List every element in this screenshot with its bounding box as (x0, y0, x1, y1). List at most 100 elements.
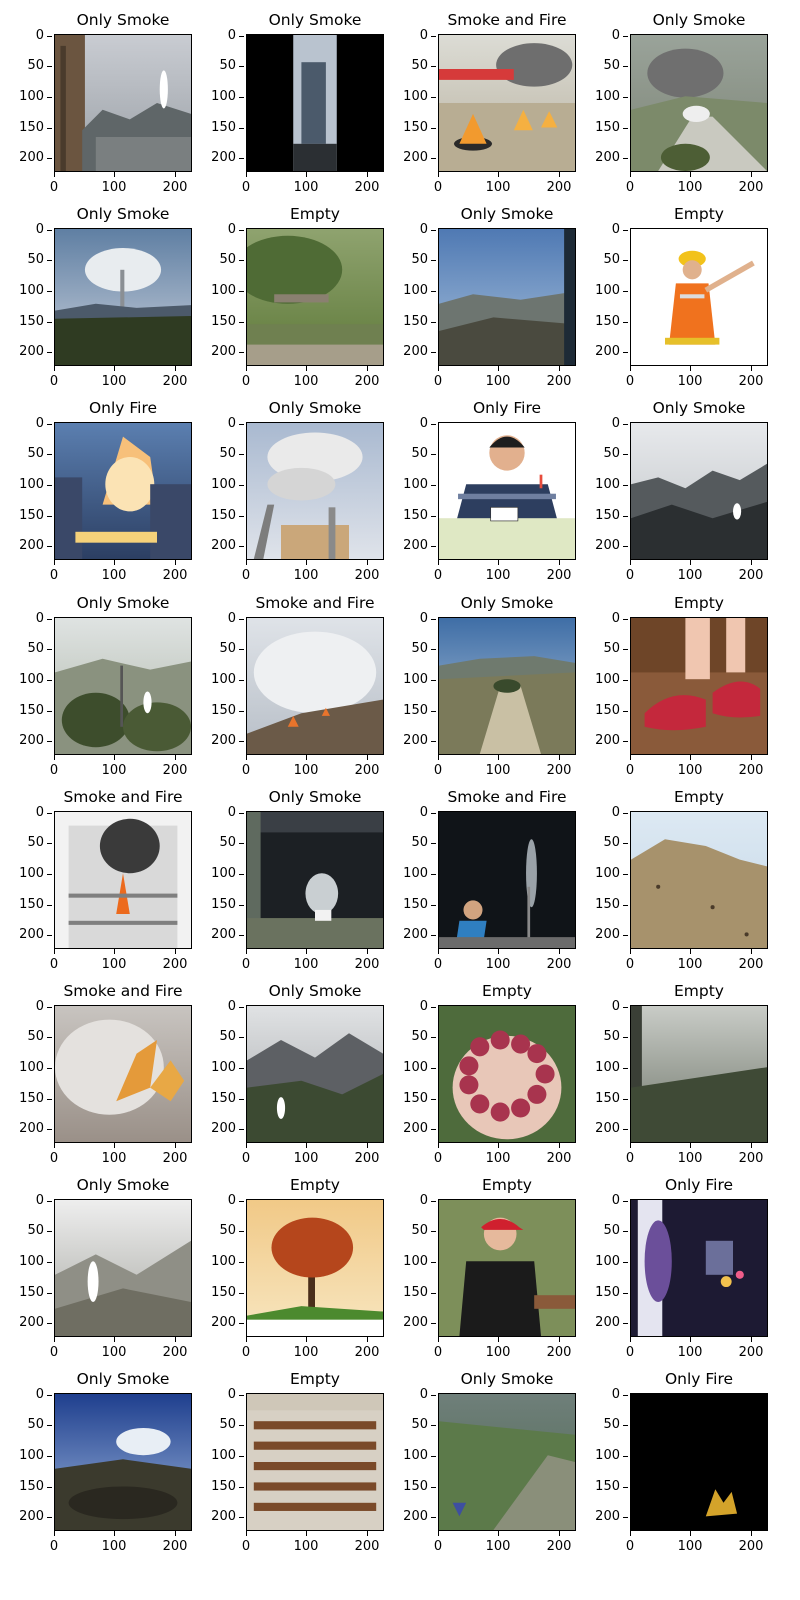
y-tick-label: 100 (0, 673, 52, 687)
y-tick-label: 150 (0, 898, 52, 912)
y-tick-label: 200 (384, 734, 436, 748)
y-tick-label: 200 (0, 1316, 52, 1330)
x-tick-label: 100 (670, 755, 710, 778)
y-tick-label: 0 (576, 29, 628, 43)
grid-panel: Only Smoke 0 50 100 150 200 0 100 200 (576, 0, 771, 195)
x-tick-label: 0 (34, 366, 74, 389)
x-tick-label: 100 (94, 1143, 134, 1166)
x-tick-label: 100 (94, 560, 134, 583)
x-tick-label: 100 (286, 172, 326, 195)
y-tick-label: 0 (0, 1194, 52, 1208)
y-tick-label: 0 (192, 806, 244, 820)
y-tick-label: 0 (384, 1000, 436, 1014)
y-tick-label: 50 (384, 836, 436, 850)
y-tick-label: 200 (576, 539, 628, 553)
y-tick-label: 100 (384, 90, 436, 104)
y-tick-label: 150 (384, 704, 436, 718)
panel-title: Empty (290, 1176, 340, 1194)
x-tick-label: 100 (94, 172, 134, 195)
y-tick-label: 50 (576, 447, 628, 461)
x-tick-label: 0 (226, 560, 266, 583)
x-tick-label: 100 (286, 949, 326, 972)
x-tick-label: 0 (610, 560, 650, 583)
y-tick-label: 50 (192, 1224, 244, 1238)
y-tick-label: 150 (0, 1092, 52, 1106)
y-tick-label: 150 (576, 509, 628, 523)
thumbnail-image (246, 1393, 384, 1531)
y-tick-label: 200 (0, 734, 52, 748)
y-tick-label: 0 (576, 417, 628, 431)
y-tick-label: 200 (576, 1122, 628, 1136)
x-tick-label: 0 (418, 1337, 458, 1360)
y-tick-label: 150 (384, 1480, 436, 1494)
x-tick-label: 200 (731, 755, 771, 778)
y-tick-label: 50 (192, 59, 244, 73)
panel-title: Only Smoke (652, 11, 746, 29)
x-tick-label: 100 (478, 560, 518, 583)
thumbnail-image (54, 228, 192, 366)
y-tick-label: 50 (576, 253, 628, 267)
x-tick-label: 100 (478, 366, 518, 389)
y-tick-label: 0 (384, 417, 436, 431)
thumbnail-image (438, 228, 576, 366)
panel-title: Only Smoke (460, 205, 554, 223)
y-tick-label: 0 (384, 223, 436, 237)
x-tick-label: 200 (155, 755, 195, 778)
grid-panel: Smoke and Fire 0 50 100 150 200 0 100 200 (384, 0, 576, 195)
y-tick-label: 200 (192, 1510, 244, 1524)
x-tick-label: 200 (347, 1337, 387, 1360)
panel-title: Only Smoke (76, 594, 170, 612)
grid-panel: Smoke and Fire 0 50 100 150 200 0 100 200 (0, 777, 195, 972)
panel-title: Only Fire (664, 1176, 734, 1194)
y-tick-label: 50 (384, 1224, 436, 1238)
grid-panel: Only Smoke 0 50 100 150 200 0 100 200 (0, 1359, 192, 1554)
x-tick-label: 0 (34, 1143, 74, 1166)
y-tick-label: 100 (576, 867, 628, 881)
grid-panel: Smoke and Fire 0 50 100 150 200 0 100 200 (0, 971, 192, 1166)
x-tick-label: 200 (731, 172, 771, 195)
x-tick-label: 0 (418, 949, 458, 972)
y-tick-label: 0 (576, 223, 628, 237)
y-tick-label: 50 (0, 447, 52, 461)
x-tick-label: 200 (155, 366, 195, 389)
y-tick-label: 200 (384, 539, 436, 553)
thumbnail-image (246, 34, 384, 172)
panel-title: Empty (674, 788, 724, 806)
panel-title: Only Smoke (268, 788, 362, 806)
x-tick-label: 0 (418, 560, 458, 583)
x-tick-label: 100 (286, 366, 326, 389)
y-tick-label: 0 (384, 29, 436, 43)
x-tick-label: 0 (610, 1143, 650, 1166)
x-tick-label: 100 (478, 172, 518, 195)
y-tick-label: 200 (576, 151, 628, 165)
grid-panel: Only Smoke 0 50 100 150 200 0 100 200 (0, 0, 192, 195)
y-tick-label: 200 (384, 928, 436, 942)
x-tick-label: 0 (34, 755, 74, 778)
panel-title: Only Smoke (76, 1176, 170, 1194)
panel-title: Empty (482, 982, 532, 1000)
x-tick-label: 200 (155, 1337, 195, 1360)
thumbnail-image (630, 228, 768, 366)
grid-panel: Only Smoke 0 50 100 150 200 0 100 200 (192, 777, 384, 972)
panel-title: Only Smoke (460, 1370, 554, 1388)
y-tick-label: 50 (0, 1418, 52, 1432)
x-tick-label: 200 (155, 949, 195, 972)
y-tick-label: 0 (384, 612, 436, 626)
y-tick-label: 100 (384, 1255, 436, 1269)
x-tick-label: 100 (94, 949, 134, 972)
x-tick-label: 100 (286, 1143, 326, 1166)
x-tick-label: 200 (539, 949, 579, 972)
panel-title: Only Smoke (268, 982, 362, 1000)
y-tick-label: 150 (576, 121, 628, 135)
y-tick-label: 150 (192, 121, 244, 135)
thumbnail-image (246, 1199, 384, 1337)
thumbnail-image (246, 228, 384, 366)
x-tick-label: 200 (347, 1143, 387, 1166)
x-tick-label: 200 (539, 1143, 579, 1166)
y-tick-label: 150 (0, 1480, 52, 1494)
y-tick-label: 200 (192, 1316, 244, 1330)
y-tick-label: 200 (192, 539, 244, 553)
thumbnail-image (630, 422, 768, 560)
x-tick-label: 100 (478, 1143, 518, 1166)
panel-title: Empty (290, 205, 340, 223)
